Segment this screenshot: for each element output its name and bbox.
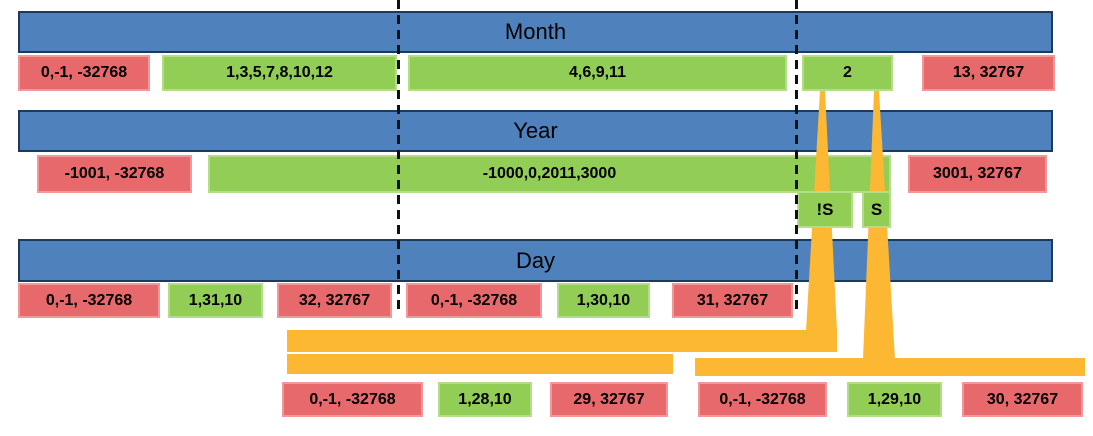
non-leap-year-box: !S	[797, 191, 853, 228]
month-bar: Month	[18, 11, 1053, 53]
year-bar: Year	[18, 110, 1053, 152]
year-bar-label: Year	[513, 118, 558, 143]
day30-invalid-high-box: 31, 32767	[672, 283, 793, 318]
feb28-invalid-low-box: 0,-1, -32768	[282, 382, 423, 417]
feb28-invalid-high-box: 29, 32767	[550, 382, 668, 417]
day30-invalid-low-box: 0,-1, -32768	[406, 283, 542, 318]
day31-invalid-low-box: 0,-1, -32768	[18, 283, 160, 318]
feb-funnel-bar-upper	[287, 330, 837, 352]
day-bar-label: Day	[515, 247, 556, 273]
dashed-boundary-line-right	[795, 0, 798, 315]
month-invalid-low-box: 0,-1, -32768	[18, 55, 150, 91]
month-31day-months-box: 1,3,5,7,8,10,12	[162, 55, 397, 91]
feb29-invalid-low-box: 0,-1, -32768	[698, 382, 827, 417]
leap-year-box: S	[862, 191, 891, 228]
day30-valid-box: 1,30,10	[557, 283, 650, 318]
day31-invalid-high-box: 32, 32767	[277, 283, 392, 318]
month-invalid-high-box: 13, 32767	[922, 55, 1055, 91]
year-invalid-low-box: -1001, -32768	[37, 155, 192, 193]
day-bar: Day	[18, 239, 1053, 282]
day31-valid-box: 1,31,10	[168, 283, 263, 318]
feb29-valid-box: 1,29,10	[847, 382, 942, 417]
year-invalid-high-box: 3001, 32767	[908, 155, 1047, 193]
feb-funnel-bar-lower-left	[287, 354, 673, 374]
year-valid-box: -1000,0,2011,3000	[208, 155, 891, 193]
feb28-valid-box: 1,28,10	[438, 382, 532, 417]
month-february-box: 2	[802, 55, 893, 91]
feb-funnel-bar-lower-right	[695, 358, 1085, 376]
dashed-boundary-line-left	[397, 0, 400, 315]
feb29-invalid-high-box: 30, 32767	[962, 382, 1083, 417]
month-bar-label: Month	[504, 19, 567, 44]
month-30day-months-box: 4,6,9,11	[408, 55, 787, 91]
